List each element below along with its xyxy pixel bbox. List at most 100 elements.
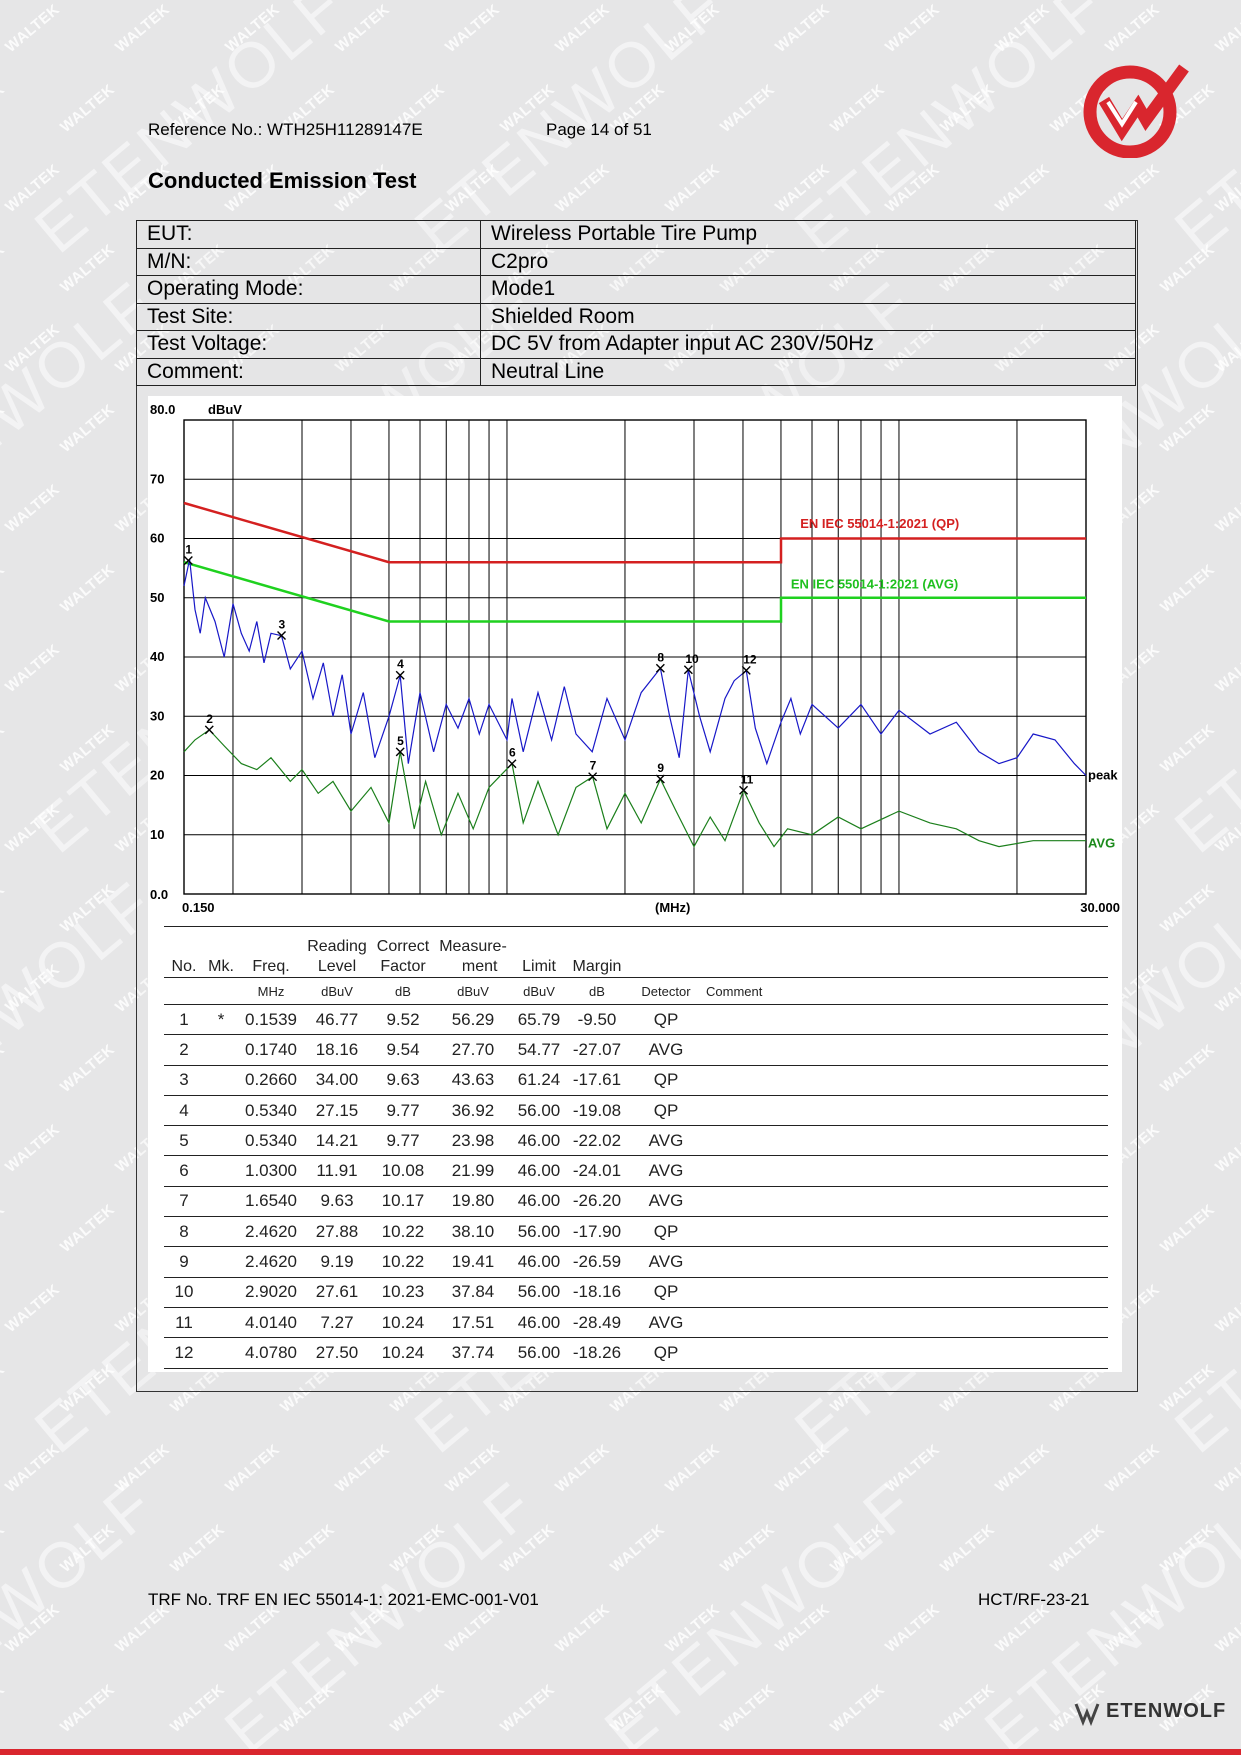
watermark-waltek: WALTEK: [1212, 1441, 1241, 1496]
marker-label: 12: [743, 652, 757, 666]
marker-label: 9: [657, 761, 664, 775]
cell-comment: [706, 1246, 826, 1278]
info-value: C2pro: [480, 247, 1136, 276]
cell-detector: AVG: [626, 1186, 706, 1218]
table-row: 9 2.4620 9.19 10.22 19.41 46.00 -26.59 AVG: [164, 1246, 1108, 1278]
unit-no: [164, 977, 204, 1005]
watermark-waltek: WALTEK: [552, 161, 614, 216]
cell-freq: 0.5340: [238, 1125, 304, 1157]
watermark-waltek: WALTEK: [0, 1521, 9, 1576]
cell-margin: -17.61: [568, 1065, 626, 1096]
col-detector: [626, 927, 706, 978]
cell-mk: [204, 1337, 238, 1369]
cell-limit: 56.00: [510, 1277, 568, 1308]
cell-measurement: 19.41: [436, 1246, 510, 1278]
measurement-line2: ment: [448, 958, 498, 975]
cell-measurement: 38.10: [436, 1216, 510, 1248]
info-row: Test Site: Shielded Room: [136, 302, 1136, 331]
y-tick-label: 30: [150, 708, 164, 723]
brand-name: ETENWOLF: [1106, 1700, 1227, 1722]
cell-detector: AVG: [626, 1034, 706, 1066]
table-row: 2 0.1740 18.16 9.54 27.70 54.77 -27.07 AVG: [164, 1034, 1108, 1066]
info-row: EUT: Wireless Portable Tire Pump: [136, 220, 1136, 249]
marker-label: 11: [741, 772, 754, 786]
watermark-waltek: WALTEK: [2, 641, 64, 696]
cell-reading: 7.27: [304, 1307, 370, 1339]
col-correct: Correct Factor: [370, 927, 436, 978]
cell-mk: [204, 1095, 238, 1127]
info-value: Neutral Line: [480, 357, 1136, 386]
watermark-waltek: WALTEK: [552, 1, 614, 56]
info-row: M/N: C2pro: [136, 247, 1136, 276]
reading-line1: Reading: [307, 938, 367, 955]
eut-info-table: EUT: Wireless Portable Tire Pump M/N: C2pro…: [136, 220, 1136, 386]
cell-freq: 2.9020: [238, 1277, 304, 1308]
watermark-waltek: WALTEK: [1157, 1521, 1219, 1576]
cell-no: 11: [164, 1307, 204, 1339]
table-row: 6 1.0300 11.91 10.08 21.99 46.00 -24.01 AVG: [164, 1155, 1108, 1187]
unit-spacer: [826, 977, 1108, 1005]
marker-x: [655, 774, 665, 784]
cell-no: 6: [164, 1155, 204, 1187]
watermark-waltek: WALTEK: [662, 161, 724, 216]
watermark-waltek: WALTEK: [0, 1361, 9, 1416]
cell-mk: [204, 1125, 238, 1157]
avg-limit-line: [183, 560, 1086, 623]
watermark-etenwolf: ETENWOLF: [591, 1467, 929, 1755]
watermark-waltek: WALTEK: [57, 1681, 119, 1736]
watermark-waltek: WALTEK: [772, 1601, 834, 1656]
info-value: Wireless Portable Tire Pump: [480, 220, 1136, 249]
watermark-waltek: WALTEK: [57, 561, 119, 616]
cell-measurement: 36.92: [436, 1095, 510, 1127]
watermark-waltek: WALTEK: [0, 561, 9, 616]
marker-x: [741, 665, 751, 675]
watermark-waltek: WALTEK: [662, 1, 724, 56]
col-comment: [706, 927, 826, 978]
x-tick-label: 30.000: [1080, 900, 1120, 915]
cell-margin: -18.16: [568, 1277, 626, 1308]
cell-spacer: [826, 1337, 1108, 1369]
cell-limit: 56.00: [510, 1216, 568, 1248]
cell-freq: 0.1539: [238, 1004, 304, 1036]
info-row: Operating Mode: Mode1: [136, 275, 1136, 304]
watermark-waltek: WALTEK: [2, 161, 64, 216]
watermark-waltek: WALTEK: [2, 321, 64, 376]
cell-margin: -26.20: [568, 1186, 626, 1218]
cell-comment: [706, 1155, 826, 1187]
cell-measurement: 23.98: [436, 1125, 510, 1157]
watermark-waltek: WALTEK: [57, 881, 119, 936]
watermark-waltek: WALTEK: [772, 1441, 834, 1496]
cell-no: 3: [164, 1065, 204, 1096]
cell-no: 8: [164, 1216, 204, 1248]
info-key: Comment:: [136, 357, 481, 386]
watermark-waltek: WALTEK: [57, 721, 119, 776]
cell-no: 2: [164, 1034, 204, 1066]
marker-x: [507, 759, 517, 769]
cell-no: 7: [164, 1186, 204, 1218]
marker-x: [588, 772, 598, 782]
cell-spacer: [826, 1246, 1108, 1278]
cell-limit: 61.24: [510, 1065, 568, 1096]
cell-measurement: 37.74: [436, 1337, 510, 1369]
measurement-table: No. Mk. Freq. Reading Level Correct Factor…: [164, 926, 1108, 1369]
y-tick-label: 80.0: [150, 402, 175, 417]
col-limit: Limit: [522, 958, 556, 975]
cell-margin: -19.08: [568, 1095, 626, 1127]
watermark-waltek: WALTEK: [992, 1, 1054, 56]
col-freq: Freq.: [252, 958, 290, 975]
unit-correct: dB: [370, 977, 436, 1005]
info-key: Test Site:: [136, 302, 481, 331]
watermark-waltek: WALTEK: [57, 81, 119, 136]
cell-detector: AVG: [626, 1307, 706, 1339]
watermark-waltek: WALTEK: [1157, 401, 1219, 456]
marker-label: 1: [185, 542, 192, 556]
info-key: EUT:: [136, 220, 481, 249]
cell-detector: QP: [626, 1337, 706, 1369]
cell-margin: -18.26: [568, 1337, 626, 1369]
cell-correct: 9.54: [370, 1034, 436, 1066]
cell-limit: 65.79: [510, 1004, 568, 1036]
cell-freq: 4.0780: [238, 1337, 304, 1369]
correct-line2: Factor: [380, 958, 426, 975]
cell-comment: [706, 1186, 826, 1218]
table-row: 8 2.4620 27.88 10.22 38.10 56.00 -17.90 QP: [164, 1216, 1108, 1248]
